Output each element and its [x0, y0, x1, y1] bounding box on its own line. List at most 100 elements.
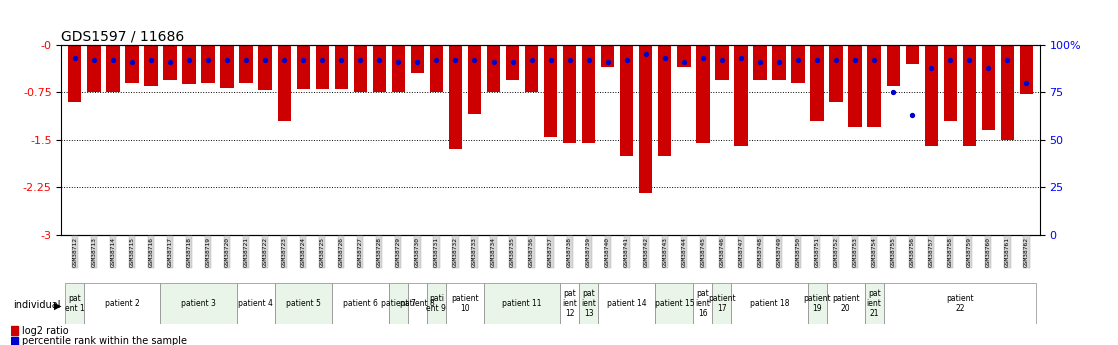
Point: [903, 112, 921, 118]
Text: patient 15: patient 15: [654, 299, 694, 308]
Point: [104, 57, 122, 63]
Text: GSM38724: GSM38724: [301, 237, 305, 267]
Text: patient 7: patient 7: [381, 299, 416, 308]
Point: [618, 57, 636, 63]
Bar: [773, 45, 786, 80]
Text: GSM38761: GSM38761: [1005, 237, 1010, 267]
Bar: [372, 45, 386, 92]
Text: GSM38715: GSM38715: [130, 237, 134, 267]
FancyBboxPatch shape: [655, 283, 693, 324]
Text: GSM38731: GSM38731: [434, 237, 439, 267]
Text: GSM38756: GSM38756: [910, 237, 915, 267]
Bar: [448, 45, 462, 149]
Text: GSM38741: GSM38741: [624, 237, 629, 267]
Point: [998, 57, 1016, 63]
Bar: [296, 45, 310, 89]
Text: GSM38733: GSM38733: [472, 237, 477, 267]
Text: GSM38760: GSM38760: [986, 237, 991, 267]
Bar: [944, 45, 957, 121]
Point: [580, 57, 598, 63]
Text: GSM38736: GSM38736: [529, 237, 534, 267]
Bar: [963, 45, 976, 146]
Text: GSM38737: GSM38737: [548, 237, 553, 267]
Text: GSM38749: GSM38749: [777, 237, 781, 267]
Text: percentile rank within the sample: percentile rank within the sample: [22, 336, 188, 345]
Text: GSM38726: GSM38726: [339, 237, 343, 267]
Point: [370, 57, 388, 63]
Bar: [334, 45, 348, 89]
Bar: [887, 45, 900, 86]
Bar: [182, 45, 196, 84]
FancyBboxPatch shape: [807, 283, 826, 324]
Point: [218, 57, 236, 63]
Point: [637, 51, 655, 57]
Text: patient 14: patient 14: [607, 299, 646, 308]
Text: GSM38725: GSM38725: [320, 237, 324, 267]
Text: ▶: ▶: [54, 300, 61, 310]
Text: GSM38750: GSM38750: [796, 237, 800, 267]
Bar: [87, 45, 101, 92]
Bar: [639, 45, 653, 194]
Point: [656, 55, 674, 61]
Bar: [982, 45, 995, 130]
Bar: [125, 45, 139, 83]
Bar: [525, 45, 538, 92]
Text: patient
10: patient 10: [452, 294, 479, 313]
Point: [408, 59, 426, 65]
Text: GSM38728: GSM38728: [377, 237, 382, 267]
Bar: [544, 45, 557, 137]
Text: GSM38732: GSM38732: [453, 237, 458, 267]
Text: GSM38739: GSM38739: [586, 237, 591, 267]
Point: [865, 57, 883, 63]
Point: [256, 57, 274, 63]
Text: GSM38718: GSM38718: [187, 237, 191, 267]
Bar: [220, 45, 234, 88]
Bar: [11, 337, 18, 345]
Bar: [811, 45, 824, 121]
Bar: [716, 45, 729, 80]
Point: [960, 57, 978, 63]
FancyBboxPatch shape: [389, 283, 408, 324]
Bar: [410, 45, 424, 73]
FancyBboxPatch shape: [693, 283, 712, 324]
Text: GSM38746: GSM38746: [719, 237, 724, 267]
Text: GSM38754: GSM38754: [872, 237, 877, 267]
Bar: [678, 45, 691, 67]
Bar: [239, 45, 253, 83]
Text: pat
ient
16: pat ient 16: [695, 289, 710, 318]
Bar: [11, 326, 18, 335]
Bar: [754, 45, 767, 80]
Point: [85, 57, 103, 63]
Bar: [659, 45, 672, 156]
FancyBboxPatch shape: [579, 283, 598, 324]
Text: patient 6: patient 6: [343, 299, 378, 308]
FancyBboxPatch shape: [883, 283, 1036, 324]
Text: GSM38738: GSM38738: [567, 237, 572, 267]
Point: [884, 89, 902, 95]
Text: GSM38753: GSM38753: [853, 237, 858, 267]
Point: [675, 59, 693, 65]
Point: [389, 59, 407, 65]
Point: [789, 57, 807, 63]
Text: patient
20: patient 20: [832, 294, 860, 313]
Bar: [429, 45, 443, 92]
Bar: [315, 45, 329, 89]
Point: [751, 59, 769, 65]
Text: patient 11: patient 11: [502, 299, 542, 308]
Text: patient 3: patient 3: [181, 299, 216, 308]
Point: [161, 59, 179, 65]
Text: patient 18: patient 18: [750, 299, 789, 308]
FancyBboxPatch shape: [598, 283, 655, 324]
Point: [922, 65, 940, 70]
Bar: [792, 45, 805, 83]
Text: GSM38713: GSM38713: [92, 237, 96, 267]
Point: [427, 57, 445, 63]
Point: [561, 57, 579, 63]
Text: GDS1597 / 11686: GDS1597 / 11686: [61, 30, 184, 44]
FancyBboxPatch shape: [864, 283, 883, 324]
Text: GSM38723: GSM38723: [282, 237, 286, 267]
Bar: [201, 45, 215, 83]
Bar: [868, 45, 881, 127]
Point: [827, 57, 845, 63]
Bar: [735, 45, 748, 146]
